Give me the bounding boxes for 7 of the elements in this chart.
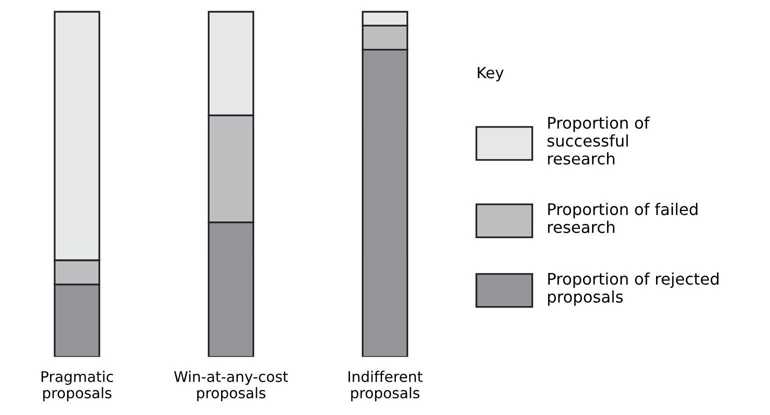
x-tick-label: Win-at-any-cost proposals bbox=[174, 370, 288, 402]
legend-label: Proportion of rejected proposals bbox=[548, 272, 718, 306]
x-tick-label: Indifferent proposals bbox=[348, 370, 422, 402]
x-tick-label: Pragmatic proposals bbox=[42, 370, 113, 402]
legend-label: Proportion of successful research bbox=[548, 116, 650, 165]
legend-title: Key bbox=[478, 67, 504, 82]
legend-label: Proportion of failed research bbox=[548, 202, 698, 234]
